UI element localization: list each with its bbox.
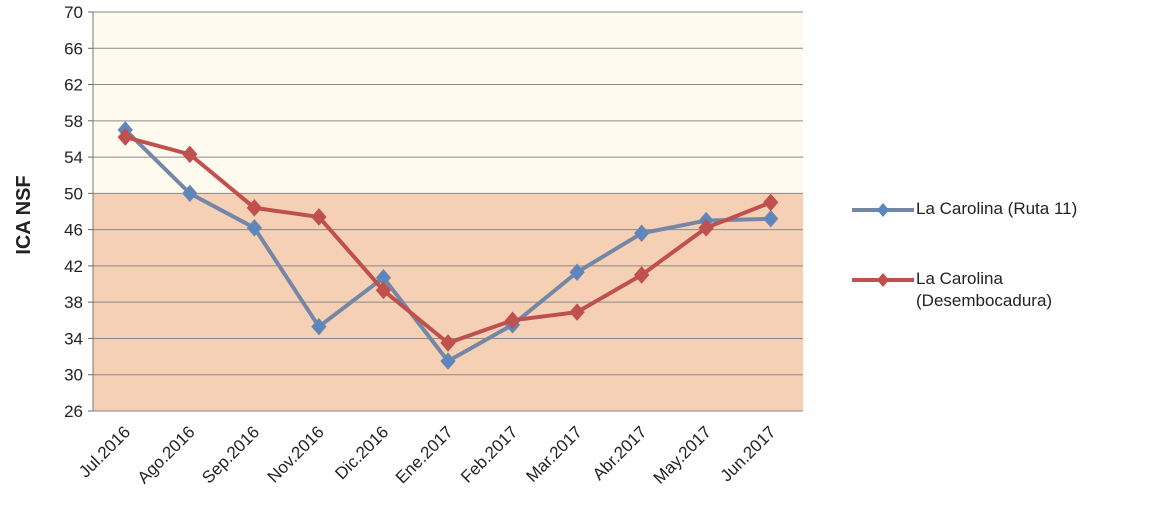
legend: La Carolina (Ruta 11) La Carolina (Desemb… xyxy=(850,198,1150,352)
x-tick-label: Ago.2016 xyxy=(134,422,199,487)
x-tick-label: May.2017 xyxy=(650,422,715,487)
y-tick-label: 66 xyxy=(64,39,83,58)
y-tick-label: 62 xyxy=(64,76,83,95)
y-tick-label: 38 xyxy=(64,293,83,312)
x-tick-label: Jun.2017 xyxy=(717,422,780,485)
x-tick-label: Dic.2016 xyxy=(331,422,392,483)
legend-swatch xyxy=(852,203,914,217)
point-marker xyxy=(440,352,456,370)
point-marker xyxy=(440,334,456,352)
legend-marker xyxy=(877,203,889,217)
x-tick-label: Mar.2017 xyxy=(522,422,586,486)
y-tick-label: 46 xyxy=(64,221,83,240)
legend-item: La Carolina (Ruta 11) xyxy=(850,198,1150,228)
y-tick-label: 58 xyxy=(64,112,83,131)
point-marker xyxy=(311,317,327,336)
y-tick-label: 70 xyxy=(64,3,83,22)
point-marker xyxy=(633,266,650,284)
point-marker xyxy=(182,145,198,164)
point-marker xyxy=(763,193,779,212)
point-marker xyxy=(246,219,263,237)
legend-swatch xyxy=(852,273,914,287)
legend-item: La Carolina (Desembocadura) xyxy=(850,268,1150,312)
x-tick-label: Jul.2016 xyxy=(75,422,134,481)
y-tick-label: 54 xyxy=(64,148,83,167)
point-marker xyxy=(117,128,133,146)
point-marker xyxy=(633,224,650,243)
legend-marker xyxy=(877,273,889,287)
point-marker xyxy=(375,281,392,300)
y-tick-label: 26 xyxy=(64,402,83,421)
point-marker xyxy=(569,263,585,282)
plot-band xyxy=(93,12,803,194)
x-tick-label: Feb.2017 xyxy=(457,422,521,486)
legend-label: La Carolina (Desembocadura) xyxy=(916,269,1053,310)
x-tick-label: Nov.2016 xyxy=(264,422,328,486)
point-marker xyxy=(698,219,714,237)
point-marker xyxy=(763,209,779,228)
legend-label: La Carolina (Ruta 11) xyxy=(916,199,1078,218)
y-tick-label: 34 xyxy=(64,329,83,348)
y-tick-label: 42 xyxy=(64,257,83,276)
y-tick-label: 30 xyxy=(64,366,83,385)
x-tick-label: Sep.2016 xyxy=(198,422,263,487)
point-marker xyxy=(182,184,198,203)
point-marker xyxy=(569,303,585,321)
x-tick-label: Abr.2017 xyxy=(589,422,651,484)
point-marker xyxy=(246,199,263,217)
y-axis-label: ICA NSF xyxy=(13,175,35,254)
x-tick-label: Ene.2017 xyxy=(392,422,457,487)
point-marker xyxy=(311,208,327,226)
point-marker xyxy=(504,311,521,330)
chart: ICA NSF 26 30 34 38 42 46 50 54 58 62 66 70 Jul.2016… xyxy=(13,3,803,488)
y-tick-label: 50 xyxy=(64,184,83,203)
